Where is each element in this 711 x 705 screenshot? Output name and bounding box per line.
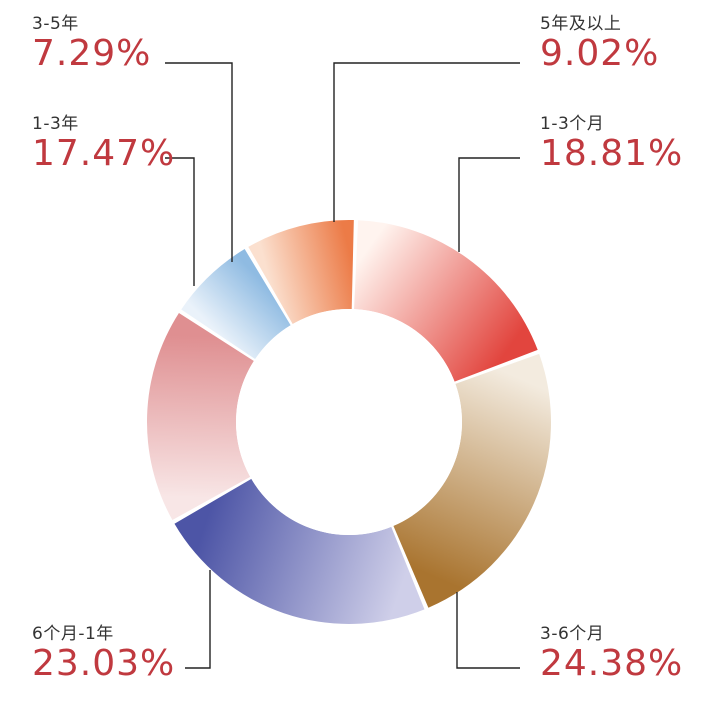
slice-percent: 9.02%	[540, 33, 660, 74]
slice-percent: 23.03%	[32, 643, 176, 684]
label-5-years-plus: 5年及以上 9.02%	[540, 14, 659, 74]
slice-4	[147, 313, 254, 521]
slice-3	[174, 478, 425, 624]
leader-line-0	[165, 62, 233, 262]
leader-line-1	[165, 157, 195, 286]
slice-percent: 17.47%	[32, 133, 176, 174]
leader-line-5	[456, 592, 520, 669]
label-3-6-months: 3-6个月 24.38%	[540, 624, 683, 684]
slice-5	[181, 249, 291, 360]
slice-2	[393, 353, 551, 608]
label-1-3-years: 1-3年 17.47%	[32, 114, 175, 174]
slice-name: 5年及以上	[540, 14, 622, 34]
slice-name: 6个月-1年	[32, 624, 114, 644]
leader-line-4	[458, 157, 520, 252]
slice-name: 1-3年	[32, 114, 79, 134]
leader-line-2	[185, 570, 211, 669]
label-3-5-years: 3-5年 7.29%	[32, 14, 151, 74]
slice-percent: 7.29%	[32, 33, 152, 74]
slice-name: 3-6个月	[540, 624, 605, 644]
donut-hole	[236, 309, 462, 535]
label-6-months-1-year: 6个月-1年 23.03%	[32, 624, 175, 684]
slice-0	[248, 219, 354, 325]
slice-percent: 24.38%	[540, 643, 684, 684]
label-1-3-months: 1-3个月 18.81%	[540, 114, 683, 174]
slice-name: 1-3个月	[540, 114, 605, 134]
slice-name: 3-5年	[32, 14, 79, 34]
slice-1	[354, 220, 538, 382]
slice-percent: 18.81%	[540, 133, 684, 174]
leader-line-3	[333, 62, 520, 222]
leader-lines	[165, 62, 520, 669]
donut-slices	[147, 219, 551, 624]
